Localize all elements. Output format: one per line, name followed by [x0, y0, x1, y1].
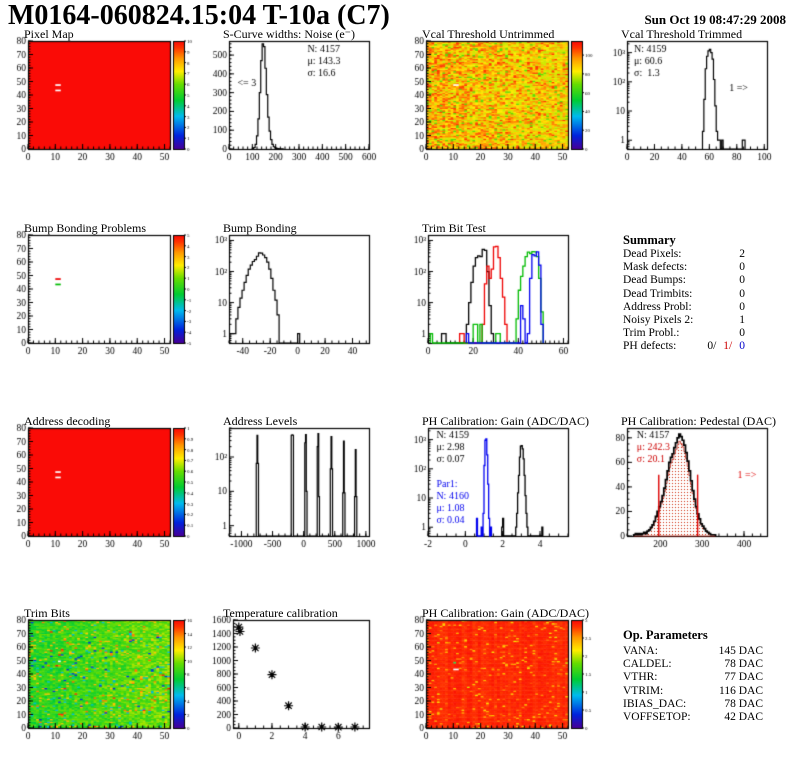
- panel-title: Address decoding: [24, 414, 111, 428]
- panel-vcal-trimmed: Vcal Threshold Trimmed: [597, 27, 796, 199]
- panel-ph-pedestal: PH Calibration: Pedestal (DAC): [597, 414, 796, 586]
- panel-title: Bump Bonding: [223, 221, 297, 235]
- text-row: Dead Trimbits: 0: [623, 287, 745, 300]
- panel-trim-bits: Trim Bits: [0, 606, 199, 778]
- text-row: Trim Probl.: 0: [623, 327, 745, 340]
- panel-title: Vcal Threshold Trimmed: [621, 27, 743, 41]
- panel-title: PH Calibration: Pedestal (DAC): [621, 414, 776, 428]
- text-row: Dead Pixels: 2: [623, 248, 745, 260]
- address-levels-canvas: [199, 414, 398, 582]
- panel-scurve-noise: S-Curve widths: Noise (e⁻): [199, 27, 398, 199]
- panel-title: PH Calibration: Gain (ADC/DAC): [422, 414, 589, 428]
- text-row: CALDEL: 78 DAC: [623, 658, 763, 671]
- text-row: VOFFSETOP: 42 DAC: [623, 711, 763, 724]
- panel-ph-gain-hist: PH Calibration: Gain (ADC/DAC): [398, 414, 597, 586]
- trim-bit-test-canvas: [398, 221, 597, 389]
- panel-title: Vcal Threshold Untrimmed: [422, 27, 555, 41]
- panel-title: Pixel Map: [24, 27, 74, 41]
- summary-heading: Summary: [623, 233, 676, 247]
- module-title: M0164-060824.15:04 T-10a (C7): [8, 0, 390, 31]
- text-row: PH defects: 0/1/0: [623, 340, 745, 353]
- pixel-map-canvas: [0, 27, 199, 195]
- report-date: Sun Oct 19 08:47:29 2008: [644, 12, 786, 27]
- address-decoding-canvas: [0, 414, 199, 582]
- ph-gain-map-canvas: [398, 606, 597, 774]
- vcal-trimmed-canvas: [597, 27, 796, 195]
- panel-summary: Summary Dead Pixels: 2 Mask defects: 0 Dead …: [597, 221, 796, 393]
- panel-title: Temperature calibration: [223, 606, 338, 620]
- panel-address-levels: Address Levels: [199, 414, 398, 586]
- panel-vcal-untrimmed: Vcal Threshold Untrimmed: [398, 27, 597, 199]
- op-parameters-heading: Op. Parameters: [623, 628, 708, 642]
- panel-title: Address Levels: [223, 414, 298, 428]
- text-row: Address Probl: 0: [623, 300, 745, 313]
- temperature-calibration-canvas: [199, 606, 398, 774]
- panel-address-decoding: Address decoding: [0, 414, 199, 586]
- text-row: Mask defects: 0: [623, 261, 745, 274]
- text-row: IBIAS_DAC: 78 DAC: [623, 697, 763, 710]
- panel-title: PH Calibration: Gain (ADC/DAC): [422, 606, 589, 620]
- panel-title: S-Curve widths: Noise (e⁻): [223, 27, 355, 41]
- trim-bits-canvas: [0, 606, 199, 774]
- text-row: VTRIM: 116 DAC: [623, 684, 763, 697]
- panel-ph-gain-map: PH Calibration: Gain (ADC/DAC): [398, 606, 597, 778]
- text-row: VTHR: 77 DAC: [623, 671, 763, 684]
- panel-bump-bonding-problems: Bump Bonding Problems: [0, 221, 199, 393]
- panel-title: Trim Bit Test: [422, 221, 486, 235]
- panel-op-parameters: Op. Parameters VANA: 145 DAC CALDEL: 78 DAC…: [597, 606, 796, 778]
- panel-pixel-map: Pixel Map: [0, 27, 199, 199]
- ph-pedestal-canvas: [597, 414, 796, 582]
- bump-bonding-canvas: [199, 221, 398, 389]
- op-parameters-rows: VANA: 145 DAC CALDEL: 78 DAC VTHR: 77 DAC VTRI…: [623, 645, 763, 724]
- scurve-noise-canvas: [199, 27, 398, 195]
- text-row: Noisy Pixels 2: 1: [623, 314, 745, 327]
- text-row: Dead Bumps: 0: [623, 274, 745, 287]
- panel-title: Trim Bits: [24, 606, 70, 620]
- ph-gain-hist-canvas: [398, 414, 597, 582]
- text-row: VANA: 145 DAC: [623, 645, 763, 657]
- panel-trim-bit-test: Trim Bit Test: [398, 221, 597, 393]
- panel-temperature-calibration: Temperature calibration: [199, 606, 398, 778]
- panel-title: Bump Bonding Problems: [24, 221, 147, 235]
- summary-rows: Dead Pixels: 2 Mask defects: 0 Dead Bumps: 0 D…: [623, 248, 745, 354]
- panel-bump-bonding: Bump Bonding: [199, 221, 398, 393]
- bump-bonding-problems-canvas: [0, 221, 199, 389]
- vcal-untrimmed-canvas: [398, 27, 597, 195]
